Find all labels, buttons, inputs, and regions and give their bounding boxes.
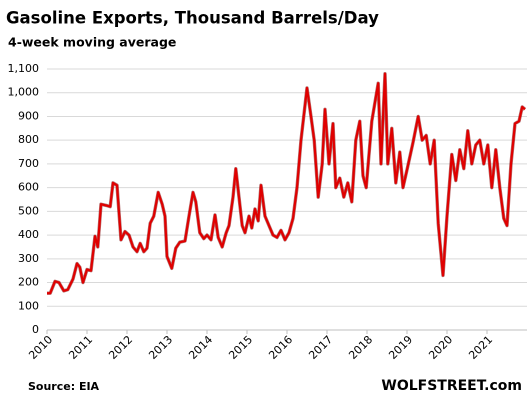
x-tick-label: 2013 (146, 333, 175, 362)
y-tick-label: 0 (32, 323, 39, 336)
x-tick-label: 2012 (106, 333, 135, 362)
x-tick-label: 2018 (346, 333, 375, 362)
y-tick-label: 600 (18, 181, 39, 194)
x-tick-label: 2011 (66, 333, 95, 362)
y-tick-label: 200 (18, 276, 39, 289)
y-tick-label: 100 (18, 299, 39, 312)
x-tick-label: 2021 (466, 333, 495, 362)
y-tick-label: 500 (18, 204, 39, 217)
y-tick-label: 1,000 (8, 86, 40, 99)
y-tick-label: 700 (18, 157, 39, 170)
x-tick-label: 2017 (306, 333, 335, 362)
chart-title: Gasoline Exports, Thousand Barrels/Day (6, 9, 379, 28)
credit: WOLFSTREET.com (381, 378, 522, 394)
source: Source: EIA (28, 380, 100, 393)
y-tick-label: 400 (18, 228, 39, 241)
y-tick-label: 300 (18, 252, 39, 265)
y-tick-label: 1,100 (8, 62, 40, 75)
y-tick-label: 800 (18, 133, 39, 146)
x-tick-label: 2015 (226, 333, 255, 362)
y-tick-label: 900 (18, 109, 39, 122)
data-line (47, 72, 526, 295)
chart-subtitle: 4-week moving average (8, 35, 176, 50)
x-tick-label: 2016 (266, 333, 295, 362)
x-tick-label: 2010 (26, 333, 55, 362)
x-tick-label: 2020 (426, 333, 455, 362)
x-tick-label: 2019 (386, 333, 415, 362)
x-tick-label: 2014 (186, 333, 215, 362)
data-line-shadow (47, 72, 527, 295)
